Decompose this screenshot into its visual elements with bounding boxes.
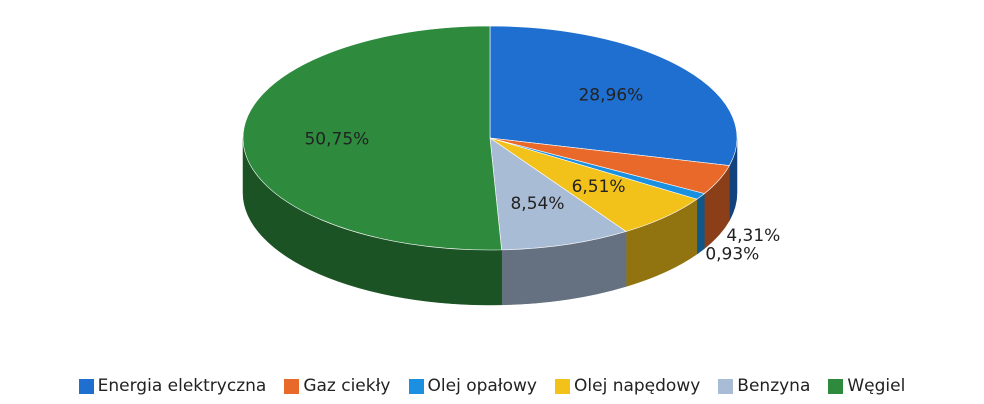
legend: Energia elektryczna Gaz ciekły Olej opałow… [0,376,984,396]
legend-swatch [718,378,734,394]
chart: 28,96% 4,31%0,93% 6,51% 8,54% 50,75% [242,25,780,306]
legend-label: Energia elektryczna [97,376,267,396]
legend-swatch [78,378,94,394]
legend-swatch [828,378,844,394]
legend-item: Energia elektryczna [78,376,267,396]
data-label: 0,93% [705,245,759,265]
legend-label: Węgiel [847,376,906,396]
legend-item: Gaz ciekły [284,376,391,396]
legend-label: Benzyna [737,376,811,396]
legend-item: Olej napędowy [555,376,700,396]
legend-label: Olej opałowy [427,376,538,396]
data-label: 4,31% [726,226,780,246]
data-label: 50,75% [304,130,369,150]
data-label: 28,96% [578,85,643,105]
pie-slice [489,25,738,166]
data-label: 6,51% [572,177,626,197]
pie-side [696,193,705,255]
legend-swatch [408,378,424,394]
legend-item: Olej opałowy [408,376,538,396]
legend-item: Węgiel [828,376,905,396]
pie-slice [489,137,627,251]
legend-label: Gaz ciekły [303,376,391,396]
legend-swatch [555,378,570,394]
legend-swatch [284,378,300,394]
legend-label: Olej napędowy [574,376,701,396]
data-label: 8,54% [510,194,564,214]
legend-item: Benzyna [718,376,810,396]
pie-slice [242,25,502,251]
